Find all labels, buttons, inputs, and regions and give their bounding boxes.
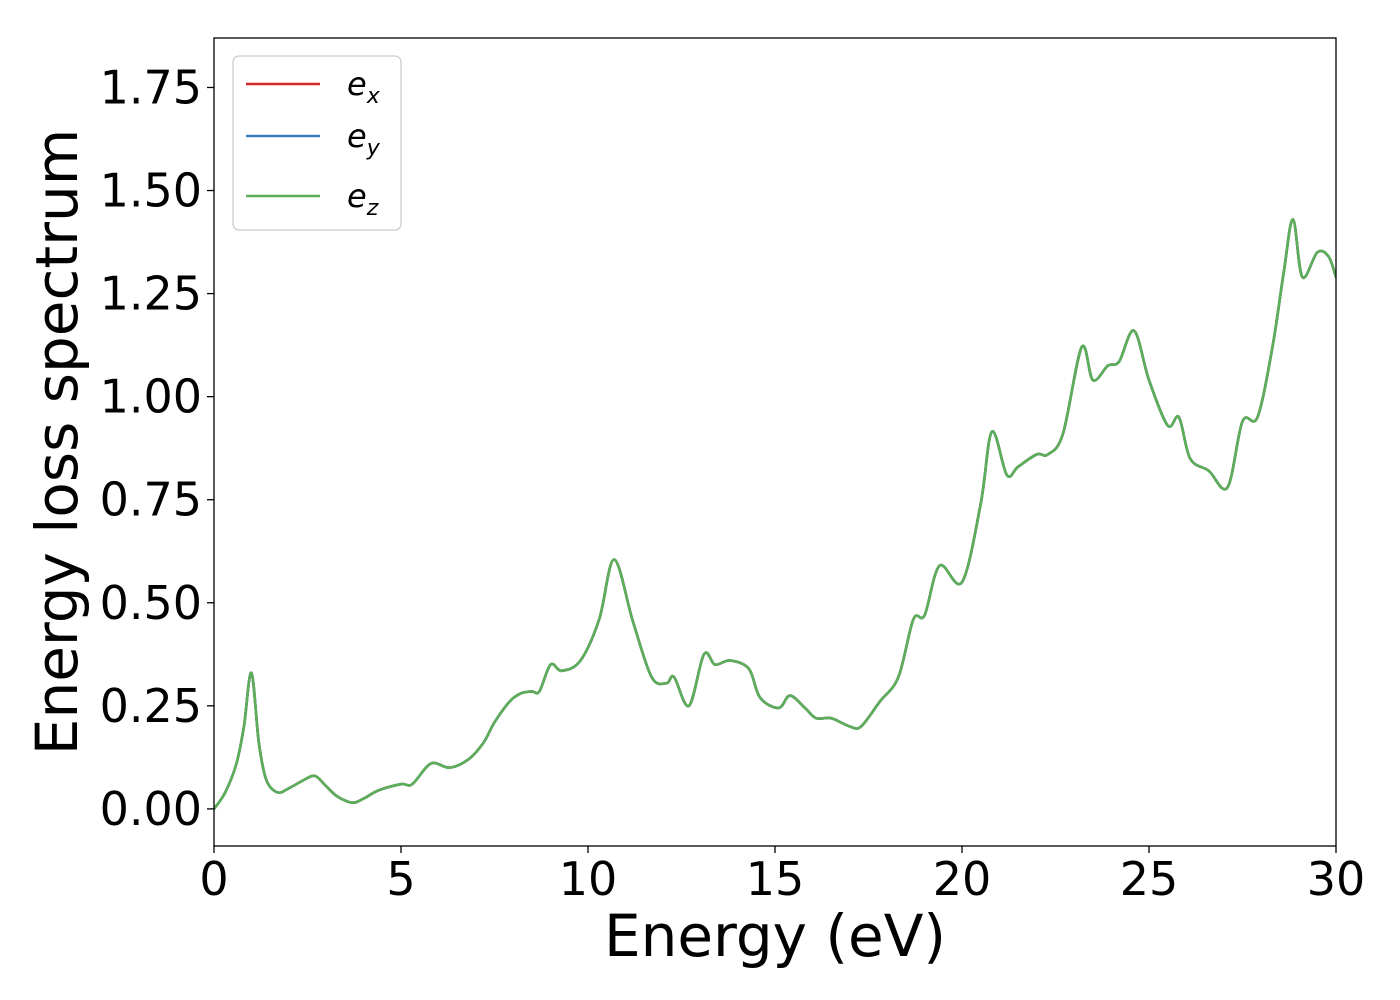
series-line-ey (214, 218, 1336, 811)
x-tick-label: 10 (559, 852, 618, 906)
y-tick-label: 1.50 (100, 164, 202, 218)
y-tick-label: 1.75 (100, 60, 202, 114)
y-tick-label: 0.75 (100, 473, 202, 527)
y-tick-label: 1.25 (100, 267, 202, 321)
series-line-ez (214, 218, 1336, 811)
legend-label-ex: ex (347, 65, 381, 109)
y-axis-title: Energy loss spectrum (23, 129, 91, 755)
y-tick-label: 0.00 (100, 782, 202, 836)
x-tick-label: 30 (1307, 852, 1366, 906)
series-line-ex (214, 218, 1336, 811)
x-tick-label: 5 (386, 852, 415, 906)
legend: ex ey ez (232, 55, 402, 231)
y-tick-label: 0.50 (100, 576, 202, 630)
legend-label-ey: ey (347, 117, 381, 161)
x-tick-label: 15 (746, 852, 805, 906)
x-axis: 0 5 10 15 20 25 30 (199, 846, 1365, 906)
x-tick-label: 20 (933, 852, 992, 906)
legend-box (232, 55, 402, 231)
y-tick-label: 1.00 (100, 370, 202, 424)
x-tick-label: 0 (199, 852, 228, 906)
y-axis: 0.00 0.25 0.50 0.75 1.00 1.25 1.50 1.75 (100, 60, 214, 836)
x-axis-title: Energy (eV) (604, 902, 946, 970)
x-tick-label: 25 (1120, 852, 1179, 906)
legend-label-ez: ez (347, 177, 379, 221)
series-layer (214, 218, 1336, 811)
y-tick-label: 0.25 (100, 679, 202, 733)
